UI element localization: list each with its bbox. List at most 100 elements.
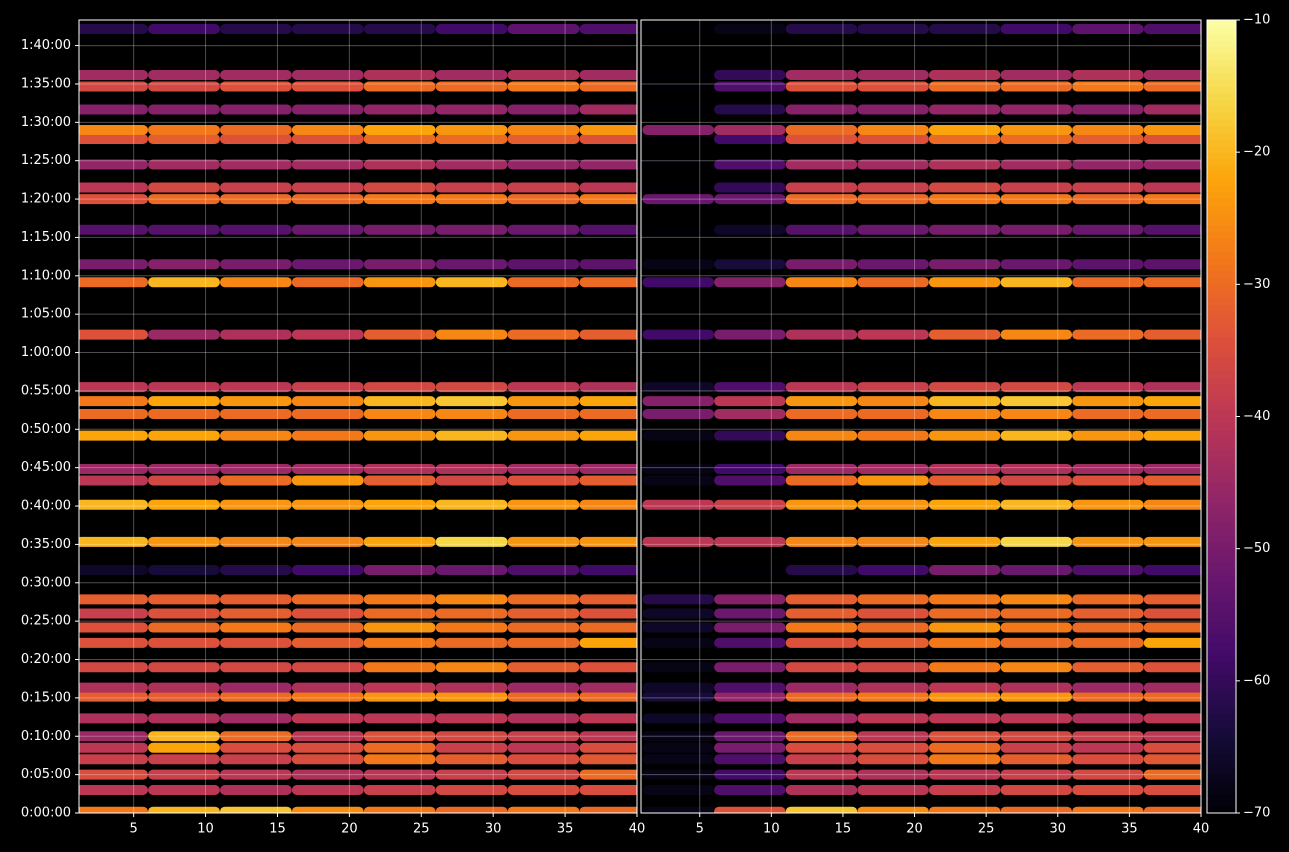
cell [219,329,292,340]
cell [507,81,580,92]
cell [928,396,1001,407]
cell [579,104,637,115]
cell [642,277,715,288]
cell [928,81,1001,92]
cell [857,259,929,270]
cell [148,194,220,205]
cell [291,133,364,144]
cell [1000,194,1073,205]
colorbar-swatch [1207,231,1236,239]
cell [714,396,786,407]
cell [928,182,1001,193]
cell [79,564,149,575]
cell [1143,408,1201,419]
cell [1072,69,1144,80]
cell [363,329,436,340]
colorbar-swatch [1207,105,1236,114]
colorbar-swatch [1207,145,1236,153]
cell [148,769,220,780]
x-tick-label: 25 [413,822,430,837]
cell [291,784,364,795]
cell [1072,463,1144,474]
cell [857,564,929,575]
colorbar-swatch [1207,112,1236,120]
cell [435,754,508,765]
cell [435,536,508,547]
cell [435,69,508,80]
cell [642,224,715,235]
cell [642,475,715,486]
cell [1143,277,1201,288]
cell [363,662,436,673]
cell [219,277,292,288]
cell [219,691,292,702]
cell [785,81,858,92]
cell [148,806,220,813]
y-tick-label: 0:25:00 [21,614,71,629]
colorbar-swatch [1207,125,1236,133]
cell [507,742,580,753]
cell [857,662,929,673]
cell [219,754,292,765]
colorbar-swatch [1207,746,1236,755]
cell [785,408,858,419]
colorbar-swatch [1207,601,1236,609]
cell [579,742,637,753]
cell [714,104,786,115]
colorbar-swatch [1207,86,1236,94]
cell [857,608,929,619]
cell [579,133,637,144]
colorbar-swatch [1207,79,1236,87]
cell [507,691,580,702]
colorbar-swatch [1207,290,1236,299]
cell [1000,382,1073,393]
colorbar-swatch [1207,257,1236,266]
cell [714,594,786,605]
cell [857,69,929,80]
cell [857,396,929,407]
cell [579,408,637,419]
cell [1000,594,1073,605]
y-tick-label: 0:45:00 [21,460,71,475]
cell [579,499,637,510]
cell [642,182,715,193]
cell [363,194,436,205]
cell [714,806,786,813]
colorbar-swatch [1207,687,1236,695]
cell [435,329,508,340]
cell [1000,499,1073,510]
cell [785,662,858,673]
colorbar-swatch [1207,211,1236,219]
cell [1000,713,1073,724]
cell [1072,475,1144,486]
colorbar-swatch [1207,634,1236,642]
x-tick-label: 30 [485,822,502,837]
cell [148,713,220,724]
colorbar-swatch [1207,713,1236,722]
cell [857,463,929,474]
cell [435,622,508,633]
cell [291,277,364,288]
cell [1072,622,1144,633]
cell [79,713,149,724]
cell [1072,277,1144,288]
cell [148,742,220,753]
colorbar-swatch [1207,53,1236,61]
cell [1072,806,1144,813]
cell [435,124,508,135]
cell [1000,396,1073,407]
cell [219,408,292,419]
y-tick-label: 0:15:00 [21,690,71,705]
colorbar-swatch [1207,641,1236,649]
colorbar-tick-label: −60 [1243,673,1270,688]
cell [714,259,786,270]
cell [579,564,637,575]
cell [857,691,929,702]
cell [148,594,220,605]
cell [642,608,715,619]
cell [148,23,220,34]
cell [435,475,508,486]
cell [928,536,1001,547]
cell [79,133,149,144]
cell [363,637,436,648]
